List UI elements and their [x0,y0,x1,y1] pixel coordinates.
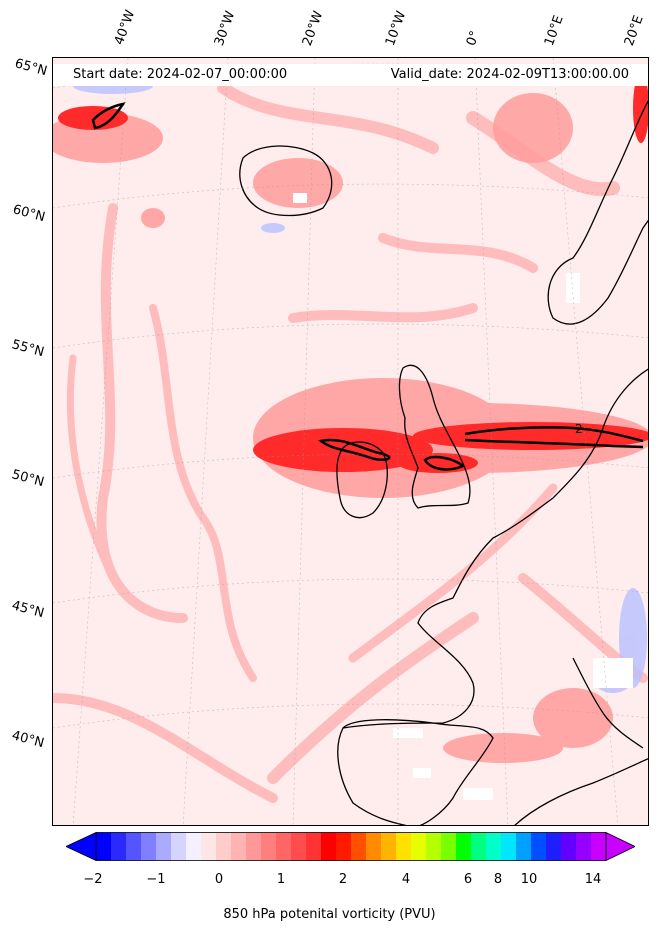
colorbar-tick: 14 [584,872,602,887]
colorbar-tick: 2 [338,872,348,887]
colorbar-cell [186,832,202,861]
scandinavia-outline [547,100,648,325]
colorbar-cell [561,832,577,861]
colorbar-cell [411,832,427,861]
header-strip [53,64,648,86]
start-date-label: Start date: 2024-02-07_00:00:00 [73,67,288,82]
north-africa-outline [514,758,648,825]
map-panel: 2 [52,57,649,826]
colorbar-cell [201,832,217,861]
coastlines [239,100,648,825]
colorbar-tick: −2 [83,872,103,887]
italy-outline [572,657,644,749]
colorbar-tick: 10 [520,872,538,887]
colorbar-min-arrow [66,832,97,861]
colorbar-cell [486,832,502,861]
colorbar-label: 850 hPa potenital vorticity (PVU) [223,907,436,922]
colorbar-tick: 1 [276,872,286,887]
lon-label-10e: 10°E [541,13,567,49]
lon-label-20w: 20°W [299,9,327,48]
colorbar-tick: 0 [214,872,224,887]
colorbar-cell [321,832,337,861]
colorbar-tick: 4 [401,872,411,887]
lat-label-40n: 40°N [10,728,46,752]
colorbar-tick: −1 [146,872,166,887]
ireland-outline [336,441,388,519]
lon-label-20e: 20°E [621,13,647,49]
colorbar-cell [246,832,262,861]
colorbar [66,832,635,861]
colorbar-cell [126,832,142,861]
colorbar-cell [471,832,487,861]
colorbar-cell [306,832,322,861]
continent-outline [337,368,648,825]
weak-pv-streaks [53,82,648,803]
colorbar-cell [261,832,277,861]
colorbar-cell [171,832,187,861]
colorbar-cell [216,832,232,861]
colorbar-cell [441,832,457,861]
colorbar-cell [531,832,547,861]
lon-label-40w: 40°W [111,8,139,47]
lat-label-55n: 55°N [10,337,46,361]
colorbar-cell [351,832,367,861]
colorbar-cell [456,832,472,861]
colorbar-cell [546,832,562,861]
colorbar-cell [96,832,112,861]
colorbar-cell [501,832,517,861]
colorbar-cell [336,832,352,861]
colorbar-cell [291,832,307,861]
colorbar-cell [426,832,442,861]
britain-outline [398,364,471,509]
lat-label-65n: 65°N [13,56,49,80]
masked-areas [293,193,633,800]
contour-label: 2 [575,422,583,436]
lon-label-30w: 30°W [211,9,239,48]
pv-field-map: 2 [53,58,648,825]
lat-label-60n: 60°N [11,202,47,226]
colorbar-cell [276,832,292,861]
colorbar-cell [156,832,172,861]
colorbar-cell [141,832,157,861]
colorbar-tick: 8 [493,872,503,887]
lat-label-45n: 45°N [10,598,46,622]
colorbar-cell [231,832,247,861]
colorbar-max-arrow [605,832,635,861]
lon-label-10w: 10°W [382,9,410,48]
colorbar-tick: 6 [463,872,473,887]
colorbar-cell [396,832,412,861]
colorbar-cell [516,832,532,861]
colorbar-cells [96,832,607,861]
colorbar-cell [591,832,607,861]
colorbar-cell [366,832,382,861]
valid-date-label: Valid_date: 2024-02-09T13:00:00.00 [390,67,629,82]
lat-label-50n: 50°N [10,467,46,491]
iberia-outline [342,719,494,825]
colorbar-cell [576,832,592,861]
colorbar-cell [381,832,397,861]
colorbar-cell [111,832,127,861]
lon-label-0: 0° [463,28,484,48]
iceland-outline [239,145,333,217]
